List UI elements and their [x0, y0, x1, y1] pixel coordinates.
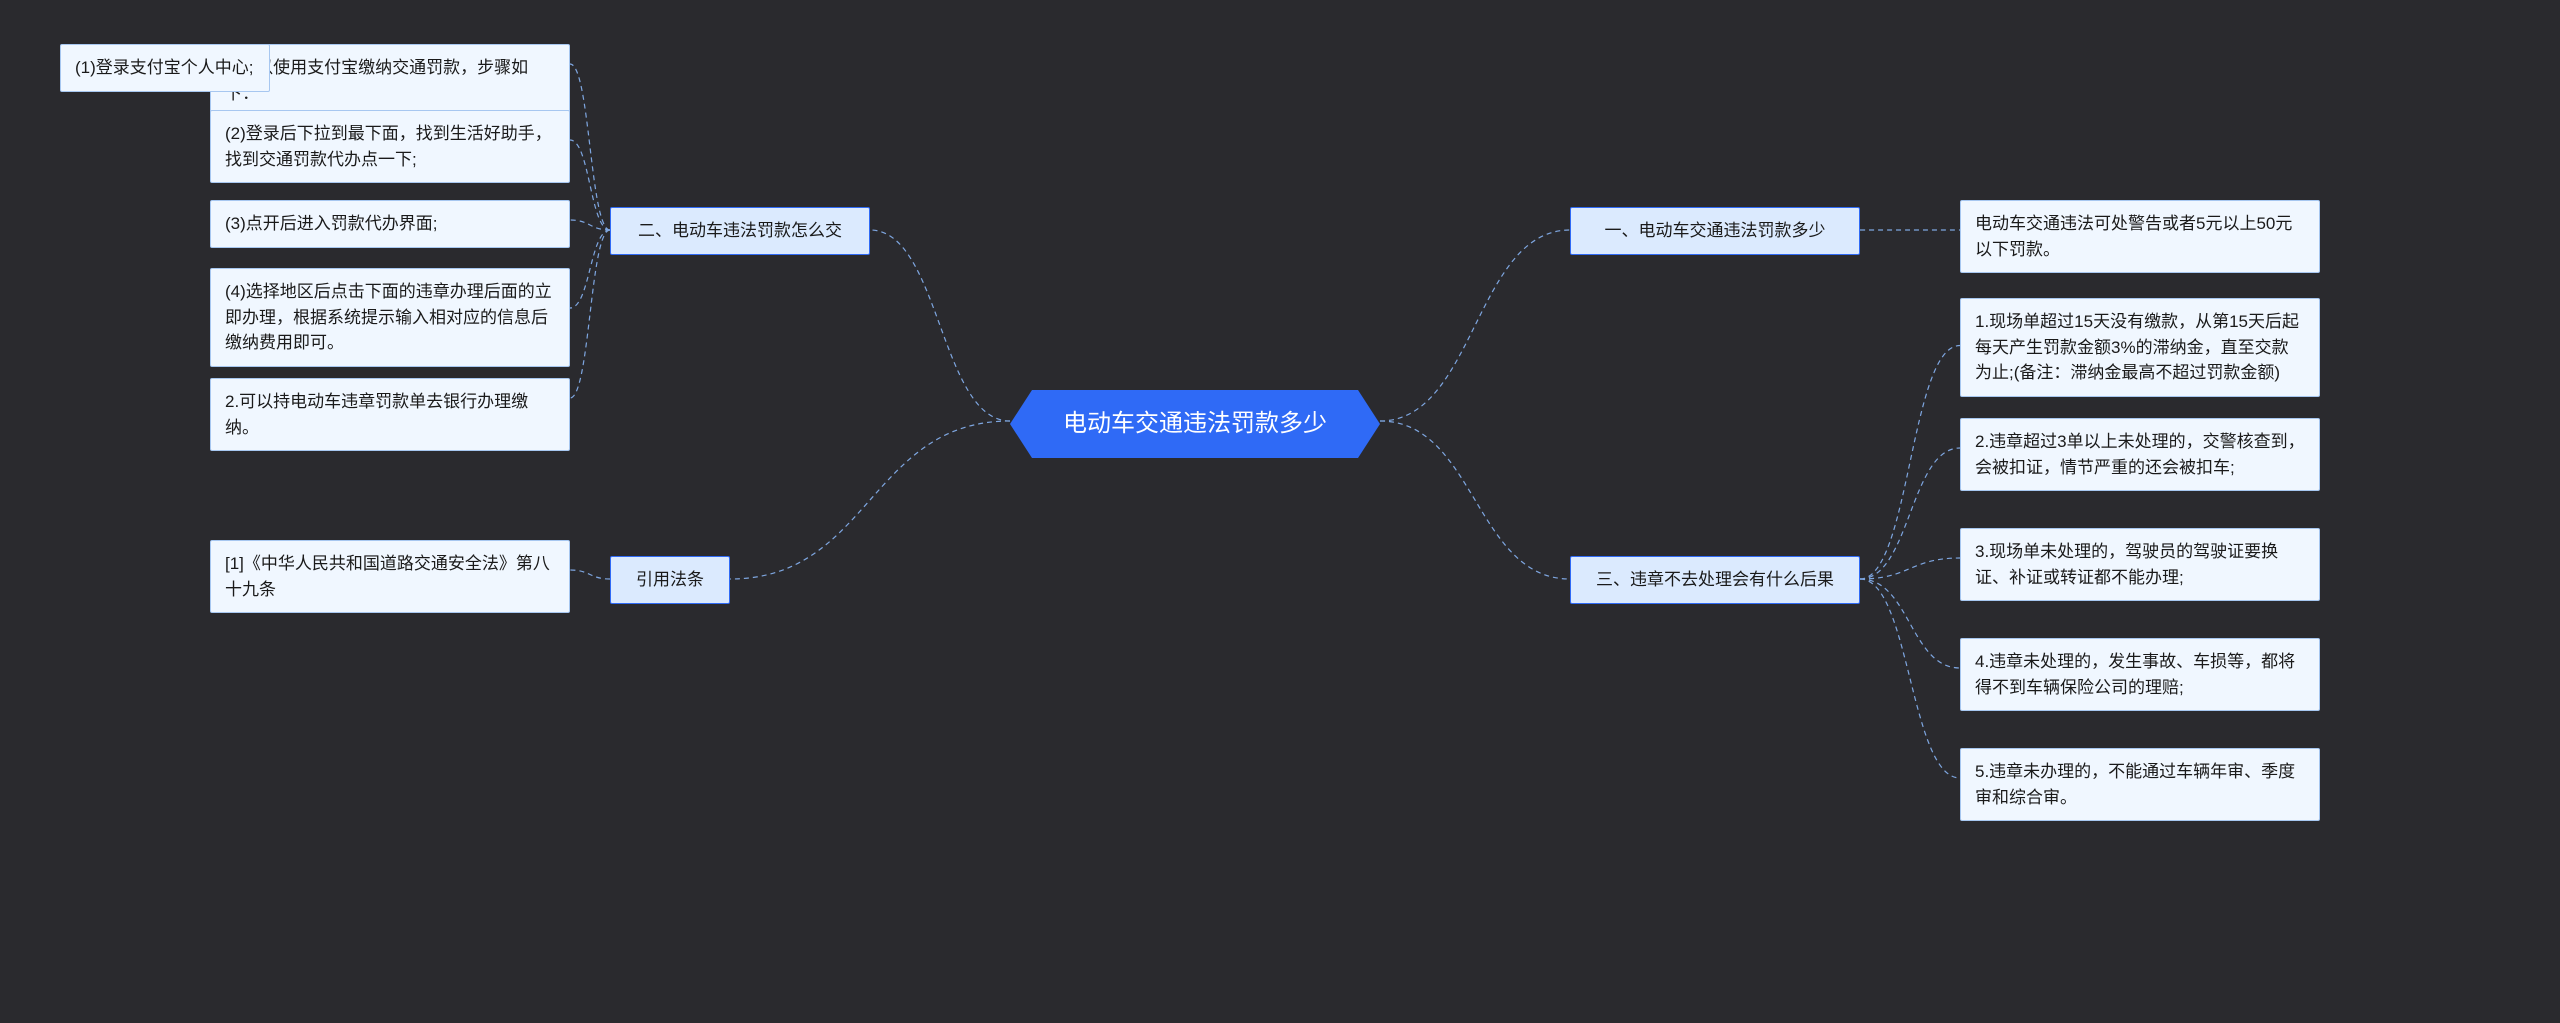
leaf-consequence-3[interactable]: 3.现场单未处理的，驾驶员的驾驶证要换证、补证或转证都不能办理; [1960, 528, 2320, 601]
leaf-fine-amount[interactable]: 电动车交通违法可处警告或者5元以上50元以下罚款。 [1960, 200, 2320, 273]
leaf-consequence-1[interactable]: 1.现场单超过15天没有缴款，从第15天后起每天产生罚款金额3%的滞纳金，直至交… [1960, 298, 2320, 397]
leaf-consequence-4[interactable]: 4.违章未处理的，发生事故、车损等，都将得不到车辆保险公司的理赔; [1960, 638, 2320, 711]
leaf-pay-step-4[interactable]: (4)选择地区后点击下面的违章办理后面的立即办理，根据系统提示输入相对应的信息后… [210, 268, 570, 367]
leaf-pay-step-2[interactable]: (2)登录后下拉到最下面，找到生活好助手，找到交通罚款代办点一下; [210, 110, 570, 183]
root-node[interactable]: 电动车交通违法罚款多少 [1010, 390, 1380, 458]
leaf-pay-method-2[interactable]: 2.可以持电动车违章罚款单去银行办理缴纳。 [210, 378, 570, 451]
branch-citation[interactable]: 引用法条 [610, 556, 730, 604]
leaf-pay-step-3[interactable]: (3)点开后进入罚款代办界面; [210, 200, 570, 248]
branch-section-3[interactable]: 三、违章不去处理会有什么后果 [1570, 556, 1860, 604]
branch-section-2[interactable]: 二、电动车违法罚款怎么交 [610, 207, 870, 255]
leaf-consequence-2[interactable]: 2.违章超过3单以上未处理的，交警核查到，会被扣证，情节严重的还会被扣车; [1960, 418, 2320, 491]
leaf-law-citation[interactable]: [1]《中华人民共和国道路交通安全法》第八十九条 [210, 540, 570, 613]
branch-section-1[interactable]: 一、电动车交通违法罚款多少 [1570, 207, 1860, 255]
leaf-pay-step-1[interactable]: (1)登录支付宝个人中心; [60, 44, 270, 92]
leaf-consequence-5[interactable]: 5.违章未办理的，不能通过车辆年审、季度审和综合审。 [1960, 748, 2320, 821]
